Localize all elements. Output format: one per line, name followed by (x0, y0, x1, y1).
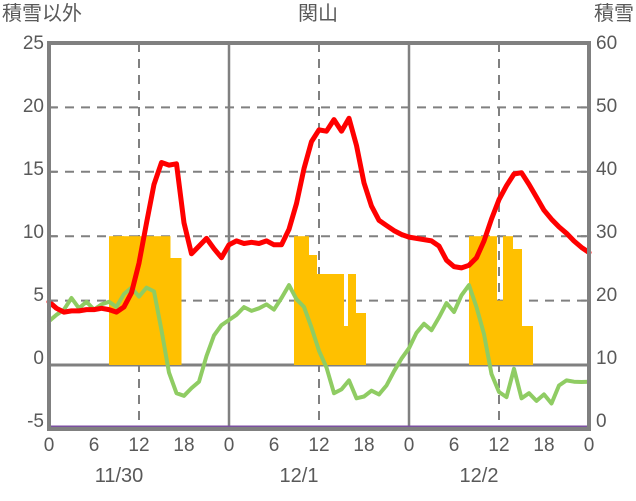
ytick-left-5: 5 (33, 285, 44, 306)
ytick-right-10: 10 (596, 348, 618, 369)
xtick-1: 6 (88, 435, 100, 456)
xtick-4: 0 (223, 435, 235, 456)
xtick-6: 12 (308, 435, 330, 456)
day-label-1130: 11/30 (94, 465, 144, 487)
xtick-12: 0 (583, 435, 595, 456)
green-series-line (47, 283, 591, 406)
chart-title: 関山 (298, 3, 338, 25)
ytick-left-10: 10 (22, 222, 44, 243)
ytick-left-minus5: -5 (27, 411, 44, 432)
xtick-5: 6 (268, 435, 280, 456)
ytick-left-20: 20 (22, 96, 44, 117)
ytick-right-30: 30 (596, 222, 618, 243)
xtick-9: 6 (448, 435, 460, 456)
day-label-1202: 12/2 (459, 465, 499, 487)
xtick-3: 18 (173, 435, 195, 456)
red-series-line (46, 115, 592, 315)
ytick-right-60: 60 (596, 33, 618, 54)
xtick-7: 18 (353, 435, 375, 456)
right-axis-title: 積雪 (594, 3, 634, 25)
ytick-left-25: 25 (22, 33, 44, 54)
ytick-right-50: 50 (596, 96, 618, 117)
xtick-8: 0 (403, 435, 415, 456)
ytick-right-0: 0 (596, 411, 607, 432)
xtick-0: 0 (43, 435, 55, 456)
ytick-right-20: 20 (596, 285, 618, 306)
left-axis-title: 積雪以外 (2, 3, 82, 25)
xtick-10: 12 (488, 435, 510, 456)
left-axis-ticks (49, 106, 57, 302)
ytick-right-40: 40 (596, 159, 618, 180)
ytick-left-0: 0 (33, 348, 44, 369)
right-axis-ticks (581, 106, 589, 302)
xtick-2: 12 (128, 435, 150, 456)
day-label-1201: 12/1 (279, 465, 319, 487)
top-axis-ticks (138, 43, 500, 51)
ytick-left-15: 15 (22, 159, 44, 180)
xtick-11: 18 (533, 435, 555, 456)
